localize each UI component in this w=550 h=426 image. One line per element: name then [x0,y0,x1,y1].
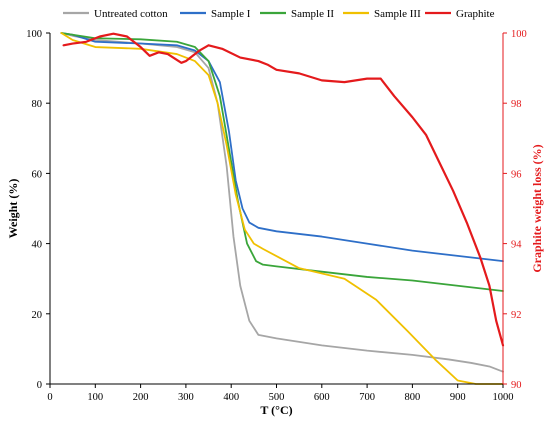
y-right-tick-label: 92 [511,310,522,321]
x-tick-label: 100 [87,392,103,403]
y-left-tick-label: 60 [32,169,43,180]
y-right-tick-label: 98 [511,99,522,110]
series-line-sample-iii [60,32,504,385]
y-axis-left-title: Weight (%) [6,179,20,239]
x-tick-label: 800 [405,392,421,403]
legend-label-sample-ii: Sample II [291,8,334,20]
legend-label-sample-i: Sample I [211,8,251,20]
series-line-sample-i [60,32,504,263]
x-tick-label: 300 [178,392,194,403]
x-tick-label: 200 [133,392,149,403]
plot-area [60,32,505,385]
axes: 0 100 200 300 400 500 600 700 800 900 1000 0 20 40 60 8… [6,29,544,417]
y-left-tick-label: 0 [37,380,42,391]
y-left-tick-label: 40 [32,240,43,251]
x-tick-label: 500 [269,392,285,403]
series-line-graphite [62,32,505,347]
x-tick-label: 900 [450,392,466,403]
x-axis-title: T (°C) [260,403,292,417]
y-right-tick-label: 94 [511,240,522,251]
legend-label-graphite: Graphite [456,8,495,20]
x-tick-label: 400 [223,392,239,403]
y-right-tick-label: 100 [511,29,527,40]
y-right-tick-label: 90 [511,380,522,391]
x-tick-label: 600 [314,392,330,403]
y-axis-right-title: Graphite weight loss (%) [530,144,544,272]
legend-label-sample-iii: Sample III [374,8,421,20]
y-right-tick-label: 96 [511,169,522,180]
y-left-tick-label: 80 [32,99,43,110]
y-left-tick-label: 20 [32,310,43,321]
series-line-untreated-cotton [60,32,504,373]
x-tick-label: 700 [359,392,375,403]
y-left-tick-label: 100 [26,29,42,40]
legend-label-untreated-cotton: Untreated cotton [94,8,168,20]
legend: Untreated cotton Sample I Sample II Sample … [63,8,495,20]
x-tick-label: 1000 [493,392,514,403]
x-tick-label: 0 [47,392,52,403]
